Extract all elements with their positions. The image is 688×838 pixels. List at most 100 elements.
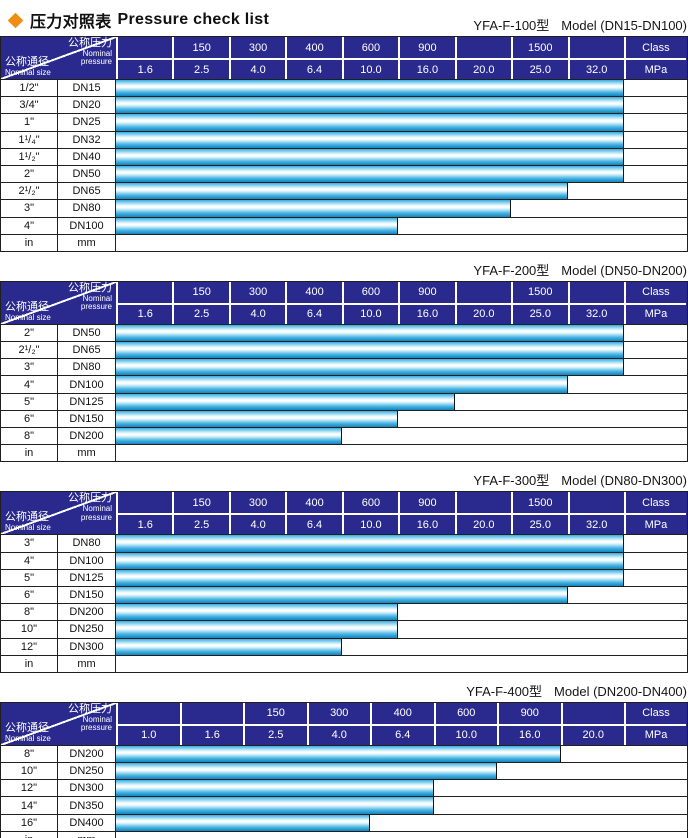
pressure-range-bar	[116, 183, 568, 200]
size-dn-cell: DN20	[58, 97, 116, 114]
nominal-pressure-en2: pressure	[80, 723, 112, 733]
table-row: 1¹/₂" DN40	[1, 147, 687, 165]
size-dn-cell: DN300	[58, 780, 116, 797]
pressure-bar-cell	[116, 655, 687, 672]
pressure-bar-cell	[116, 780, 687, 797]
pressure-range-bar	[116, 148, 624, 165]
table-row: 10" DN250	[1, 620, 687, 638]
pressure-bar-cell	[116, 342, 687, 359]
size-dn-cell: DN125	[58, 569, 116, 586]
size-dn-cell: mm	[58, 234, 116, 251]
mpa-row-cell: 10.0	[433, 723, 497, 745]
table-section: YFA-F-300型 Model (DN80-DN300) 公称压力 Nominal p…	[0, 473, 688, 673]
nominal-pressure-en2: pressure	[80, 302, 112, 312]
page-title: 压力对照表 Pressure check list	[6, 8, 269, 32]
pressure-range-bar	[116, 535, 624, 552]
pressure-range-bar	[116, 165, 624, 183]
nominal-pressure-zh: 公称压力	[68, 702, 112, 715]
pressure-range-bar	[116, 745, 561, 763]
table-section: YFA-F-200型 Model (DN50-DN200) 公称压力 Nominal p…	[0, 263, 688, 463]
pressure-bar-cell	[116, 131, 687, 148]
subtitle-range: Model (DN15-DN100)	[561, 18, 687, 33]
mpa-row-cell: 2.5	[172, 58, 229, 79]
pressure-bar-cell	[116, 148, 687, 165]
pressure-bar-cell	[116, 217, 687, 234]
mpa-row-cell: 4.0	[306, 723, 370, 745]
nominal-pressure-label: 公称压力 Nominal pressure	[68, 493, 112, 522]
size-inch-cell: 10"	[1, 621, 58, 638]
mpa-row-cell: 1.6	[116, 58, 173, 79]
size-inch-cell: 3"	[1, 535, 58, 552]
nominal-size-zh: 公称通径	[5, 300, 49, 313]
size-inch-cell: 4"	[1, 217, 58, 234]
nominal-size-label: 公称通径 Nominal size	[5, 57, 51, 77]
pressure-bar-cell	[116, 234, 687, 251]
pressure-bar-cell	[116, 831, 687, 838]
pressure-range-bar	[116, 780, 434, 797]
table-row: 4" DN100	[1, 216, 687, 234]
size-dn-cell: mm	[58, 655, 116, 672]
table-row: 1¹/₄" DN32	[1, 130, 687, 148]
nominal-size-zh: 公称通径	[5, 721, 49, 734]
table-header: 公称压力 Nominal pressure 公称通径 Nominal size 150 30…	[1, 492, 687, 535]
table-subtitle: YFA-F-100型 Model (DN15-DN100)	[0, 18, 687, 34]
mpa-row-cell: 16.0	[398, 513, 455, 535]
size-dn-cell: DN65	[58, 183, 116, 200]
pressure-bar-cell	[116, 393, 687, 410]
class-row-cell	[179, 702, 243, 724]
nominal-pressure-en1: Nominal	[82, 49, 112, 58]
nominal-pressure-label: 公称压力 Nominal pressure	[68, 38, 112, 67]
pressure-bar-cell	[116, 621, 687, 638]
mpa-unit-cell: MPa	[623, 302, 686, 324]
class-row-cell: 150	[243, 702, 307, 724]
mpa-row-cell: 10.0	[341, 513, 399, 535]
size-inch-cell: 1/2"	[1, 80, 58, 97]
mpa-row-cell: 6.4	[285, 58, 342, 79]
class-row-cell	[116, 702, 180, 724]
nominal-pressure-en2: pressure	[80, 57, 112, 67]
pressure-range-bar	[116, 586, 568, 604]
mpa-row-cell: 2.5	[243, 723, 307, 745]
class-row-cell: 900	[398, 37, 455, 58]
mpa-row-cell: 4.0	[228, 513, 286, 535]
size-dn-cell: DN15	[58, 80, 116, 97]
size-inch-cell: 6"	[1, 586, 58, 604]
pressure-bar-cell	[116, 586, 687, 604]
mpa-row-cell: 20.0	[560, 723, 624, 745]
class-row-cell: 600	[341, 37, 399, 58]
size-inch-cell: 8"	[1, 604, 58, 621]
class-row-cell	[560, 702, 624, 724]
mpa-row-cell: 6.4	[285, 302, 342, 324]
table-row: 4" DN100	[1, 375, 687, 393]
size-dn-cell: DN400	[58, 814, 116, 831]
pressure-bar-cell	[116, 763, 687, 780]
nominal-pressure-label: 公称压力 Nominal pressure	[68, 702, 112, 733]
nominal-pressure-en1: Nominal	[82, 714, 112, 724]
class-row-cell	[454, 37, 512, 58]
nominal-pressure-zh: 公称压力	[68, 492, 112, 505]
mpa-row-cell: 32.0	[567, 513, 624, 535]
table-header: 公称压力 Nominal pressure 公称通径 Nominal size 150 30…	[1, 281, 687, 324]
pressure-table: 公称压力 Nominal pressure 公称通径 Nominal size 150 30…	[0, 701, 688, 838]
size-inch-cell: 2"	[1, 165, 58, 183]
size-dn-cell: DN125	[58, 393, 116, 410]
size-dn-cell: DN350	[58, 797, 116, 814]
subtitle-range: Model (DN200-DN400)	[554, 683, 687, 699]
subtitle-model: YFA-F-200型	[473, 262, 550, 278]
mpa-row-cell: 1.6	[116, 302, 173, 324]
class-row-cell	[567, 281, 624, 303]
size-inch-cell: 1¹/₄"	[1, 131, 58, 148]
class-row-cell: 150	[172, 281, 229, 303]
size-inch-cell: in	[1, 655, 58, 672]
table-row: 3" DN80	[1, 199, 687, 217]
size-inch-cell: 4"	[1, 552, 58, 569]
size-inch-cell: 2"	[1, 324, 58, 342]
mpa-row-cell: 32.0	[567, 58, 624, 79]
size-inch-cell: 16"	[1, 814, 58, 831]
table-row: 3/4" DN20	[1, 96, 687, 114]
size-inch-cell: 5"	[1, 393, 58, 410]
table-section: YFA-F-100型 Model (DN15-DN100) 公称压力 Nominal p…	[0, 18, 688, 252]
nominal-size-en: Nominal size	[5, 68, 51, 77]
class-row-cell: 600	[341, 492, 399, 514]
diamond-icon	[7, 12, 24, 28]
